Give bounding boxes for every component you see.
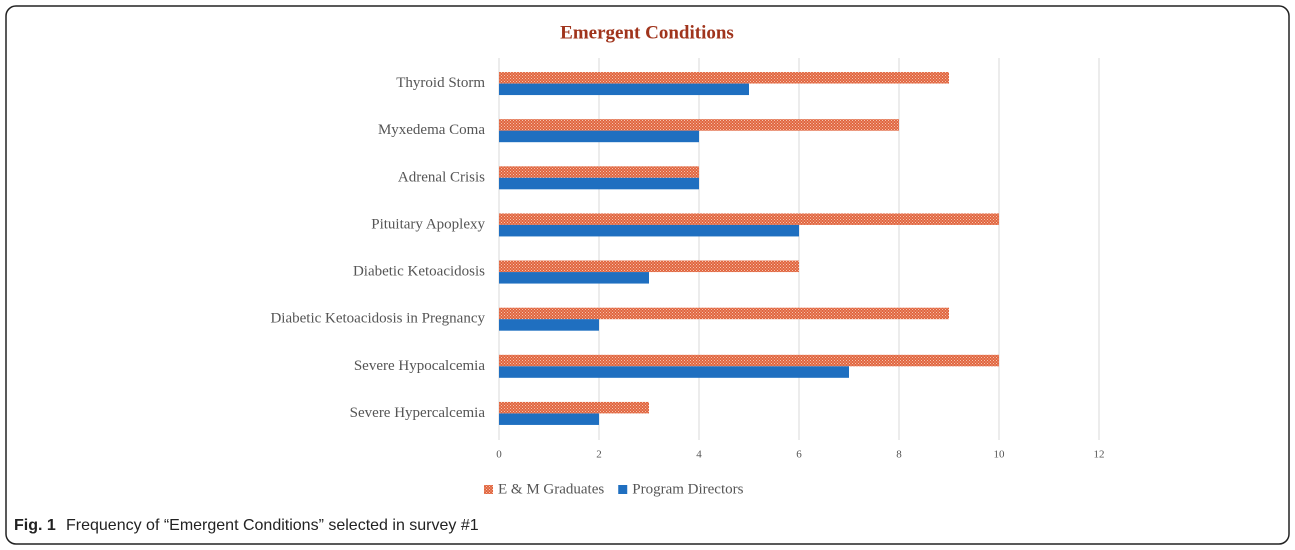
bar bbox=[499, 272, 649, 284]
bar bbox=[499, 83, 749, 96]
x-tick-label: 4 bbox=[696, 449, 702, 461]
bar bbox=[499, 119, 899, 131]
y-tick-label: Diabetic Ketoacidosis bbox=[353, 264, 485, 280]
x-tick-label: 2 bbox=[596, 449, 602, 461]
x-tick-label: 6 bbox=[796, 449, 802, 461]
y-tick-label: Pituitary Apoplexy bbox=[371, 216, 485, 232]
bar bbox=[499, 260, 799, 273]
chart-title: Emergent Conditions bbox=[560, 22, 734, 43]
caption-text: Frequency of “Emergent Conditions” selec… bbox=[66, 517, 479, 534]
legend-label: Program Directors bbox=[632, 481, 743, 497]
x-tick-label: 8 bbox=[896, 449, 902, 461]
bar bbox=[499, 401, 649, 414]
x-tick-label: 10 bbox=[994, 449, 1006, 461]
x-tick-label: 0 bbox=[496, 449, 502, 461]
bar bbox=[499, 307, 949, 320]
y-tick-label: Severe Hypocalcemia bbox=[354, 358, 486, 374]
bar bbox=[499, 130, 699, 143]
legend-label: E & M Graduates bbox=[498, 481, 604, 497]
bar bbox=[499, 166, 699, 178]
y-tick-label: Adrenal Crisis bbox=[398, 169, 485, 185]
bar bbox=[499, 413, 599, 425]
bar bbox=[499, 177, 699, 190]
bar bbox=[499, 224, 799, 237]
y-tick-label: Diabetic Ketoacidosis in Pregnancy bbox=[270, 311, 485, 327]
bar bbox=[499, 366, 849, 378]
bar bbox=[499, 354, 999, 367]
legend-swatch bbox=[618, 485, 628, 494]
y-tick-label: Myxedema Coma bbox=[378, 122, 485, 138]
bar bbox=[499, 213, 999, 225]
bar bbox=[499, 72, 949, 84]
y-tick-label: Severe Hypercalcemia bbox=[350, 405, 486, 421]
caption-label: Fig. 1 bbox=[14, 517, 56, 534]
x-tick-label: 12 bbox=[1094, 449, 1105, 461]
y-tick-label: Thyroid Storm bbox=[396, 75, 485, 91]
legend-swatch bbox=[484, 485, 493, 494]
bar bbox=[499, 319, 599, 331]
